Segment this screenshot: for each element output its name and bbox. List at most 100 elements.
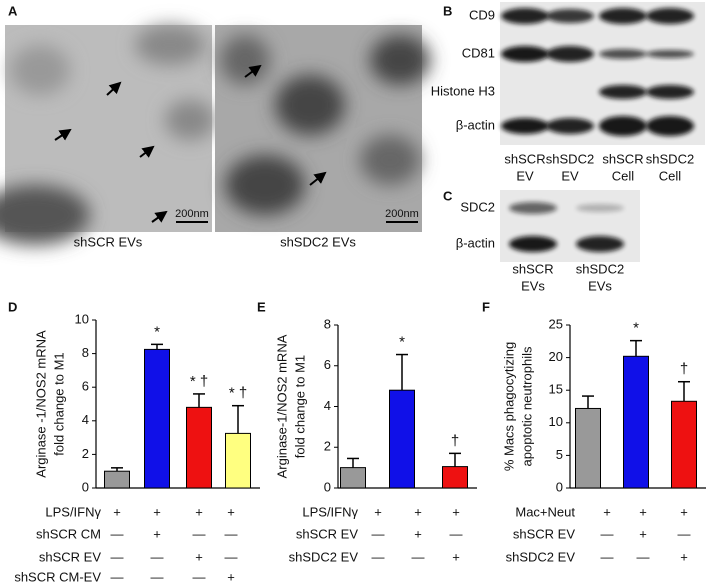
bar — [623, 355, 649, 489]
image-caption: shSDC2 EVs — [280, 234, 356, 249]
condition-mark: — — [151, 569, 164, 584]
annotation: † — [451, 432, 459, 449]
scale-bar-label: 200nm — [175, 208, 209, 220]
condition-mark: — — [637, 549, 650, 564]
condition-mark: — — [111, 526, 124, 541]
condition-mark: — — [601, 526, 614, 541]
blot-column-label: EVs — [588, 278, 612, 293]
blot-column-label: shSCR — [602, 151, 643, 166]
condition-mark: + — [227, 569, 235, 584]
y-tick-label: 10 — [75, 311, 89, 326]
blot-band — [546, 46, 594, 62]
condition-mark: — — [372, 526, 385, 541]
blot-band — [599, 8, 647, 24]
condition-mark: + — [680, 549, 688, 564]
y-tick-label: 6 — [82, 379, 89, 394]
y-axis-label: apoptotic neutrophils — [519, 346, 534, 466]
y-tick-label: 6 — [324, 357, 331, 372]
blot-band — [576, 204, 624, 212]
condition-label: shSCR EV — [513, 526, 575, 541]
condition-mark: + — [639, 526, 647, 541]
panel-label: E — [257, 299, 266, 314]
blot-column-label: Cell — [612, 168, 635, 183]
bar — [575, 407, 601, 489]
blot-column-label: EV — [516, 168, 534, 183]
blot-row-label: SDC2 — [460, 199, 495, 214]
y-tick-label: 0 — [82, 479, 89, 494]
condition-mark: — — [601, 549, 614, 564]
condition-mark: — — [193, 526, 206, 541]
annotation: † — [680, 361, 688, 378]
condition-mark: + — [195, 549, 203, 564]
blot-band — [509, 202, 557, 214]
bar — [225, 432, 251, 489]
blot-band — [599, 49, 647, 59]
blot-band — [509, 236, 557, 252]
blot-column-label: EV — [561, 168, 579, 183]
y-tick-label: 15 — [549, 382, 563, 397]
condition-label: shSDC2 EV — [506, 549, 576, 564]
blot-band — [646, 50, 694, 58]
y-tick-label: 0 — [324, 479, 331, 494]
blot-column-label: shSDC2 — [546, 151, 594, 166]
blot-row-label: β-actin — [456, 117, 495, 132]
blot-row-label: CD81 — [462, 45, 495, 60]
condition-mark: — — [111, 549, 124, 564]
y-tick-label: 4 — [82, 412, 89, 427]
blot-row-label: CD9 — [469, 7, 495, 22]
y-axis-label: Arginase -1/NOS2 mRNA — [33, 330, 48, 478]
condition-mark: + — [227, 504, 235, 519]
panel-label: A — [8, 3, 18, 18]
y-axis-label: % Macs phagocytizing — [501, 342, 516, 471]
blot-row-label: Histone H3 — [431, 83, 495, 98]
blot-column-label: EVs — [521, 278, 545, 293]
blot-band — [599, 85, 647, 99]
condition-label: shSCR EV — [296, 526, 358, 541]
blot-band — [646, 8, 694, 24]
blot-band — [546, 9, 594, 23]
condition-mark: + — [414, 526, 422, 541]
y-tick-label: 8 — [324, 316, 331, 331]
panel-label: C — [443, 188, 453, 203]
annotation: * — [399, 334, 405, 351]
micrograph — [215, 25, 430, 232]
y-tick-label: 4 — [324, 398, 331, 413]
bar — [340, 467, 366, 489]
blot-column-label: shSDC2 — [646, 151, 694, 166]
condition-label: shSDC2 EV — [289, 549, 359, 564]
condition-mark: + — [680, 504, 688, 519]
blot-column-label: Cell — [659, 168, 682, 183]
blot-row-label: β-actin — [456, 235, 495, 250]
blot-band — [501, 118, 549, 134]
condition-mark: + — [414, 504, 422, 519]
condition-label: Mac+Neut — [515, 504, 575, 519]
condition-mark: — — [678, 526, 691, 541]
y-tick-label: 5 — [556, 447, 563, 462]
blot-column-label: shSCR — [504, 151, 545, 166]
blot-band — [599, 116, 647, 136]
condition-mark: + — [153, 526, 161, 541]
condition-mark: + — [452, 504, 460, 519]
y-tick-label: 2 — [82, 446, 89, 461]
condition-mark: — — [225, 526, 238, 541]
panel-label: D — [8, 299, 17, 314]
condition-mark: + — [113, 504, 121, 519]
blot — [500, 190, 640, 262]
bar — [671, 400, 697, 489]
bar — [144, 348, 170, 489]
annotation: * — [154, 323, 160, 340]
annotation: * — [633, 320, 639, 337]
micrograph — [0, 25, 215, 245]
condition-mark: — — [111, 569, 124, 584]
condition-mark: — — [225, 549, 238, 564]
y-axis-label: fold change to M1 — [51, 352, 66, 455]
condition-label: shSCR CM — [36, 526, 101, 541]
annotation: * † — [190, 373, 208, 390]
bar — [442, 466, 468, 489]
image-caption: shSCR EVs — [74, 234, 143, 249]
blot-band — [501, 8, 549, 24]
blot-column-label: shSDC2 — [576, 261, 624, 276]
blot-band — [576, 236, 624, 252]
y-tick-label: 0 — [556, 479, 563, 494]
